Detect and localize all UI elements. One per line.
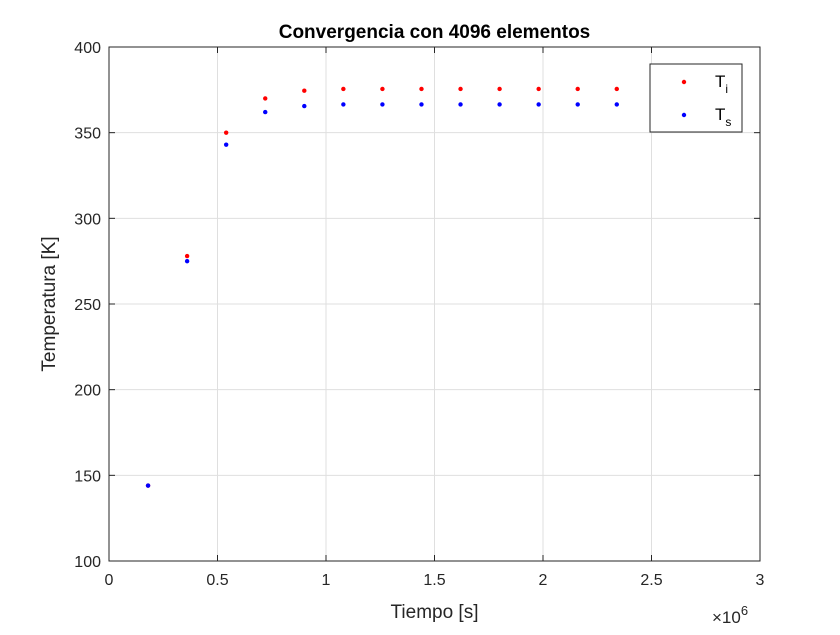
- y-tick-label: 250: [74, 297, 101, 314]
- y-tick-label: 400: [74, 40, 101, 57]
- data-point-ts: [302, 103, 307, 109]
- ticks: 0 0.5 1 1.5 2 2.5 3 100 150 200 250 300 350 400: [74, 40, 764, 589]
- data-point-ti: [184, 253, 190, 259]
- data-point-ts: [614, 102, 619, 107]
- x-multiplier-exponent: 6: [741, 603, 748, 618]
- legend-box: [649, 63, 743, 133]
- legend-label-ti-sub: i: [725, 82, 728, 96]
- x-tick-label: 2.5: [640, 572, 662, 589]
- data-point-ti: [458, 86, 463, 92]
- y-tick-label: 100: [74, 554, 101, 571]
- data-point-ts: [536, 102, 541, 107]
- x-tick-label: 3: [756, 572, 765, 589]
- data-point-ti: [263, 96, 268, 101]
- x-tick-label: 2: [539, 572, 548, 589]
- series-ts: [145, 102, 619, 488]
- data-point-ti: [497, 86, 502, 92]
- x-tick-label: 1: [322, 572, 331, 589]
- legend-label-ts-main: T: [715, 105, 725, 124]
- data-point-ts: [419, 102, 424, 107]
- x-multiplier: ×106: [712, 603, 748, 627]
- data-point-ti: [341, 86, 346, 92]
- legend: Ti Ts: [649, 63, 743, 133]
- data-point-ts: [184, 258, 190, 264]
- data-point-ts: [341, 102, 346, 107]
- y-tick-label: 150: [74, 468, 101, 485]
- x-tick-label: 0: [105, 572, 114, 589]
- data-point-ts: [380, 102, 385, 107]
- data-points: [145, 86, 619, 488]
- series-ti: [145, 86, 619, 488]
- x-tick-label: 1.5: [423, 572, 445, 589]
- chart-title: Convergencia con 4096 elementos: [279, 22, 591, 43]
- data-point-ti: [302, 88, 307, 93]
- x-multiplier-base: ×10: [712, 608, 741, 627]
- y-tick-label: 350: [74, 126, 101, 143]
- y-axis-label: Temperatura [K]: [39, 236, 60, 371]
- data-point-ts: [458, 102, 463, 107]
- data-point-ti: [536, 86, 541, 92]
- data-point-ti: [419, 86, 424, 92]
- legend-label-ti-main: T: [715, 72, 725, 91]
- y-tick-label: 300: [74, 211, 101, 228]
- data-point-ts: [497, 102, 502, 107]
- data-point-ti: [575, 86, 580, 92]
- data-point-ts: [223, 142, 229, 147]
- x-axis-label: Tiempo [s]: [391, 602, 479, 623]
- legend-marker-ts: [681, 112, 687, 118]
- x-tick-label: 0.5: [206, 572, 228, 589]
- legend-label-ts-sub: s: [725, 115, 731, 129]
- data-point-ts: [145, 483, 151, 488]
- data-point-ti: [614, 86, 619, 92]
- legend-marker-ti: [681, 79, 687, 85]
- legend-entry-ts: Ts: [715, 105, 731, 129]
- data-point-ts: [263, 109, 268, 115]
- y-tick-label: 200: [74, 383, 101, 400]
- data-point-ti: [380, 86, 385, 92]
- data-point-ts: [575, 102, 580, 107]
- data-point-ti: [223, 130, 229, 135]
- legend-entry-ti: Ti: [715, 72, 728, 96]
